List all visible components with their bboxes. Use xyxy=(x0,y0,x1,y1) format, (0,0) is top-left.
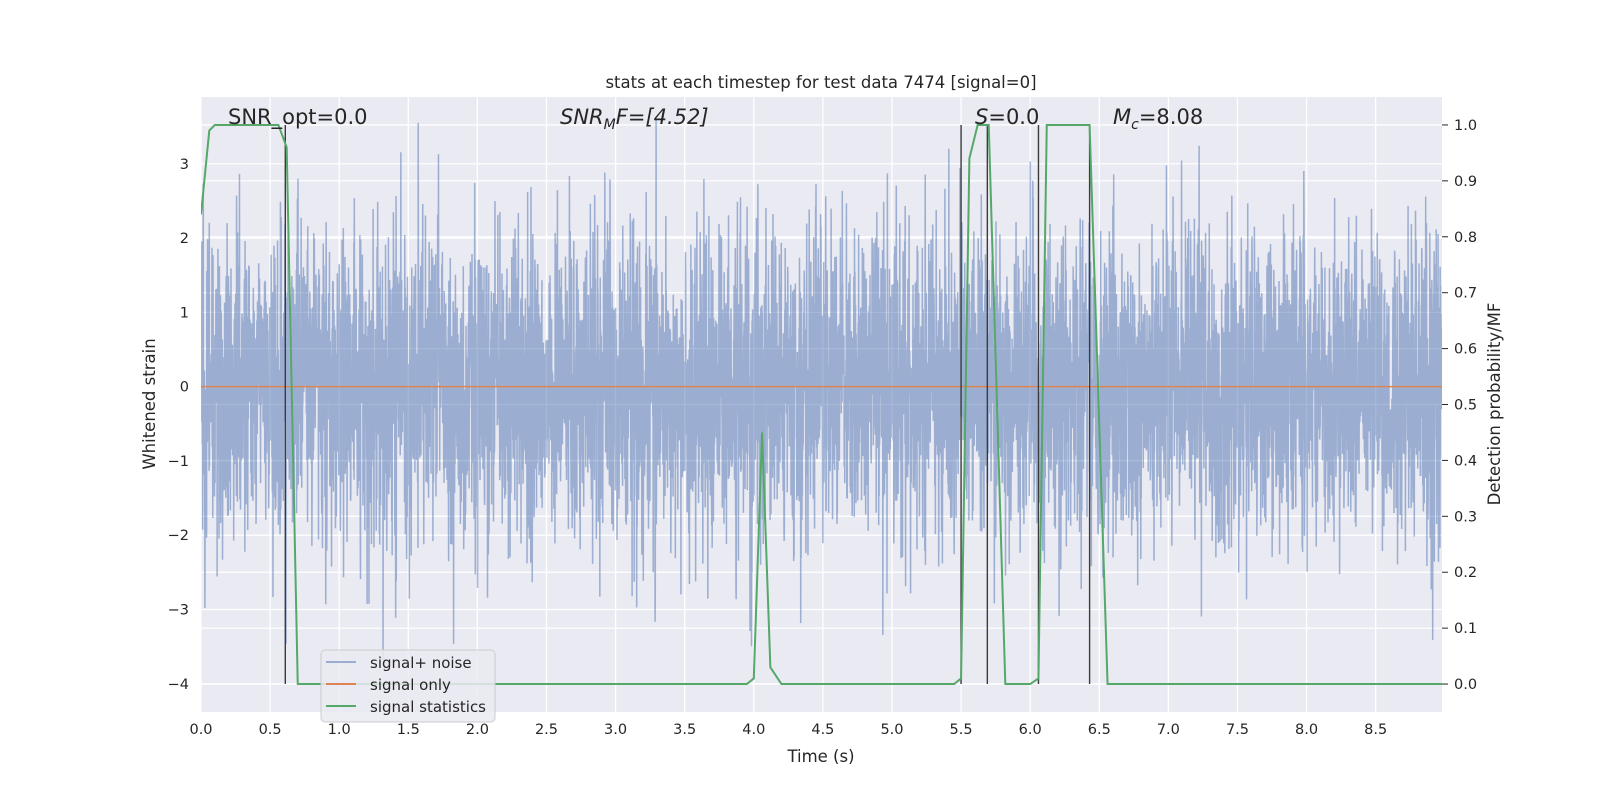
y2-axis-label: Detection probability/MF xyxy=(1485,303,1504,506)
y2-tick-label: 1.0 xyxy=(1454,118,1477,134)
y-tick-label: 0 xyxy=(180,380,189,396)
annotation-mc-value: =8.08 xyxy=(1139,105,1203,129)
x-tick-label: 5.0 xyxy=(880,722,903,738)
legend-label-signal-only: signal only xyxy=(370,676,451,694)
x-tick-label: 6.0 xyxy=(1019,722,1042,738)
y2-tick-label: 0.0 xyxy=(1454,677,1477,693)
x-tick-label: 4.0 xyxy=(742,722,765,738)
x-axis-label: Time (s) xyxy=(786,747,854,766)
y-tick-label: −1 xyxy=(168,454,189,470)
annotation-snr-mf-value: F=[4.52] xyxy=(616,105,709,129)
x-tick-label: 3.0 xyxy=(604,722,627,738)
annotation-s-symbol: S xyxy=(975,105,988,129)
detection-vlines xyxy=(284,124,1091,685)
y-tick-label: 2 xyxy=(180,231,189,247)
chart-title: stats at each timestep for test data 747… xyxy=(605,73,1036,92)
y2-tick-label: 0.9 xyxy=(1454,174,1477,190)
y-tick-label: 3 xyxy=(180,157,189,173)
x-tick-label: 7.5 xyxy=(1226,722,1249,738)
legend-label-signal-statistics: signal statistics xyxy=(370,698,486,716)
annotation-snr-mf-subscript: M xyxy=(604,117,616,133)
annotation-snr-mf: SNRMF=[4.52] xyxy=(560,105,709,133)
x-tick-label: 5.5 xyxy=(950,722,973,738)
x-tick-label: 4.5 xyxy=(811,722,834,738)
y2-tick-label: 0.1 xyxy=(1454,621,1477,637)
y2-tick-label: 0.2 xyxy=(1454,565,1477,581)
annotation-snr-opt: SNR_opt=0.0 xyxy=(228,105,368,130)
y2-tick-label: 0.8 xyxy=(1454,230,1477,246)
annotation-snr-mf-symbol: SNR xyxy=(560,105,604,129)
x-tick-label: 0.0 xyxy=(189,722,212,738)
annotation-mc-symbol: M xyxy=(1113,105,1131,129)
y2-tick-label: 0.7 xyxy=(1454,286,1477,302)
x-tick-label: 2.0 xyxy=(466,722,489,738)
y-axis-label: Whitened strain xyxy=(140,338,159,469)
series-signal-plus-noise xyxy=(201,119,1442,661)
y2-tick-label: 0.3 xyxy=(1454,509,1477,525)
y-tick-label: −4 xyxy=(168,677,189,693)
x-tick-label: 8.5 xyxy=(1364,722,1387,738)
legend-label-signal-plus-noise: signal+ noise xyxy=(370,654,472,672)
y-tick-label: −3 xyxy=(168,603,189,619)
y2-tick-label: 0.5 xyxy=(1454,398,1477,414)
x-tick-label: 2.5 xyxy=(535,722,558,738)
legend: signal+ noise signal only signal statist… xyxy=(320,649,496,723)
x-tick-label: 3.5 xyxy=(673,722,696,738)
x-tick-label: 8.0 xyxy=(1295,722,1318,738)
y-tick-label: 1 xyxy=(180,305,189,321)
y2-tick-label: 0.6 xyxy=(1454,342,1477,358)
x-tick-labels: 0.0 0.5 1.0 1.5 2.0 2.5 3.0 3.5 4.0 4.5 5.0 5.5 6.0 6… xyxy=(189,722,1387,738)
legend-box xyxy=(320,649,496,723)
annotation-s: S=0.0 xyxy=(975,105,1039,129)
y2-tick-labels: 1.0 0.9 0.8 0.7 0.6 0.5 0.4 0.3 0.2 0.1 0.0 xyxy=(1442,118,1477,693)
x-tick-label: 7.0 xyxy=(1157,722,1180,738)
x-tick-label: 1.5 xyxy=(397,722,420,738)
y-tick-labels: 3 2 1 0 −1 −2 −3 −4 xyxy=(168,157,189,693)
annotation-s-value: =0.0 xyxy=(988,105,1039,129)
y-tick-label: −2 xyxy=(168,528,189,544)
annotation-mc: Mc=8.08 xyxy=(1113,105,1203,133)
y2-tick-label: 0.4 xyxy=(1454,453,1477,469)
x-tick-label: 0.5 xyxy=(259,722,282,738)
series-signal-statistics xyxy=(201,123,1442,686)
x-tick-label: 1.0 xyxy=(328,722,351,738)
annotation-mc-subscript: c xyxy=(1131,117,1139,133)
x-tick-label: 6.5 xyxy=(1088,722,1111,738)
